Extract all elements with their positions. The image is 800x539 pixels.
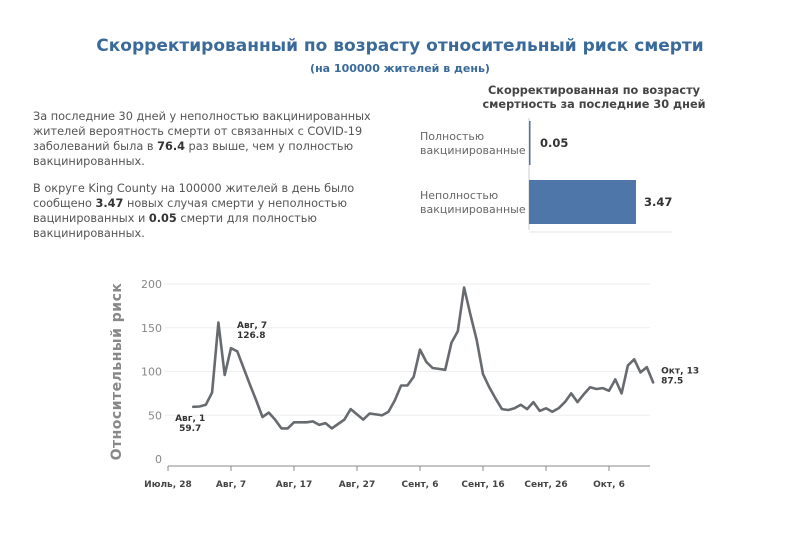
risk-ratio-value: 76.4: [157, 140, 185, 153]
y-tick-label: 150: [141, 322, 162, 335]
y-tick-label: 50: [148, 409, 162, 422]
y-tick-label: 100: [141, 366, 162, 379]
x-tick-label: Июль, 28: [144, 480, 192, 490]
bar-unvaccinated: [529, 180, 636, 224]
summary-deaths-middle: новых случая смерти у неполностью вацини…: [33, 197, 347, 225]
line-annotation-label: 59.7: [179, 424, 201, 434]
page-title: Скорректированный по возрасту относитель…: [96, 36, 704, 56]
bar-chart-title: Скорректированная по возрасту смертность…: [482, 84, 706, 111]
y-axis-title: Относительный риск: [109, 283, 125, 461]
summary-paragraph-deaths: В округе King County на 100000 жителей в…: [33, 181, 413, 241]
x-tick-label: Авг, 27: [339, 480, 375, 490]
x-tick-label: Сент, 26: [524, 480, 567, 490]
summary-paragraph-ratio: За последние 30 дней у неполностью вакци…: [33, 109, 413, 169]
bar-category-label: вакцинированные: [420, 144, 526, 157]
summary-text: За последние 30 дней у неполностью вакци…: [33, 109, 413, 253]
line-annotation-label: Авг, 1: [175, 414, 205, 424]
bar-category-label: Неполностью: [420, 189, 498, 202]
x-tick-label: Сент, 16: [461, 480, 504, 490]
y-tick-label: 0: [155, 453, 162, 466]
page-subtitle: (на 100000 жителей в день): [310, 62, 490, 75]
bar-category-label: вакцинированные: [420, 203, 526, 216]
summary-ratio-lead: За последние 30 дней у неполностью вакци…: [33, 110, 371, 153]
bar-category-label: Полностью: [420, 130, 484, 143]
summary-ratio-tail: раз выше, чем у полностью вакцинированны…: [33, 140, 354, 168]
summary-deaths-tail: смерти для полностью вакцинированных.: [33, 212, 317, 240]
y-tick-label: 200: [141, 278, 162, 291]
line-annotation-label: Окт, 13: [661, 366, 699, 376]
bar-vaccinated: [529, 121, 531, 165]
line-annotation-label: 126.8: [237, 331, 265, 341]
x-tick-label: Окт, 6: [593, 480, 625, 490]
x-tick-label: Авг, 17: [276, 480, 312, 490]
vaccinated-deaths-value: 0.05: [148, 212, 177, 225]
line-annotation-label: Авг, 7: [237, 321, 267, 331]
x-tick-label: Сент, 6: [402, 480, 439, 490]
summary-deaths-lead: В округе King County на 100000 жителей в…: [33, 182, 355, 210]
x-tick-label: Авг, 7: [216, 480, 246, 490]
bar-value-label: 3.47: [644, 195, 672, 209]
line-annotation-label: 87.5: [661, 376, 683, 386]
unvaccinated-deaths-value: 3.47: [95, 197, 124, 210]
bar-value-label: 0.05: [540, 136, 568, 150]
relative-risk-line: [191, 286, 655, 430]
